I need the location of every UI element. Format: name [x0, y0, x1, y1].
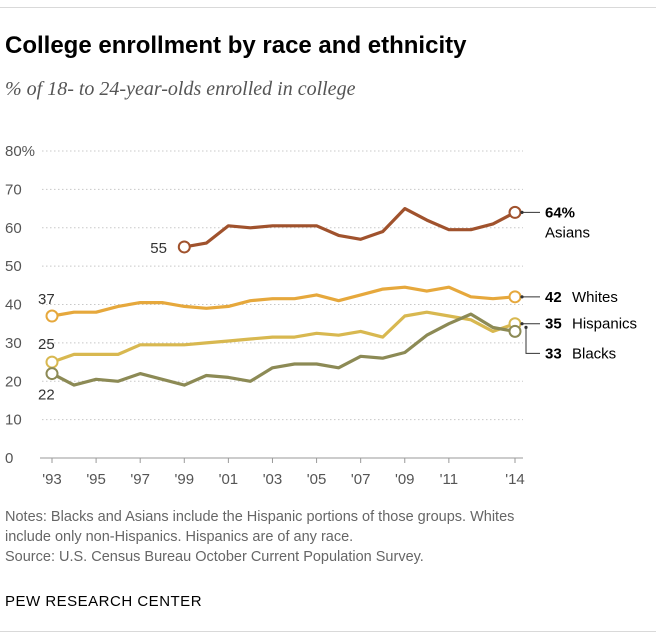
endpoint-marker [508, 324, 522, 338]
series-line-asians [182, 206, 517, 249]
leader-dot [520, 210, 524, 214]
series-start-label: 25 [38, 336, 55, 353]
x-tick-label: '05 [307, 471, 327, 488]
y-tick-label: 70 [5, 181, 22, 198]
notes-line: Notes: Blacks and Asians include the His… [5, 509, 515, 525]
x-tick-label: '99 [175, 471, 195, 488]
bottom-rule [0, 631, 656, 632]
endpoint-marker [177, 240, 191, 254]
series-end-value: 33 [545, 345, 562, 362]
x-tick-label: '95 [86, 471, 106, 488]
series-end-name: Blacks [572, 345, 616, 362]
leader-dot [524, 325, 528, 329]
x-tick-label: '97 [130, 471, 150, 488]
y-tick-label: 30 [5, 335, 22, 352]
y-tick-label: 10 [5, 412, 22, 429]
series-start-label: 55 [150, 240, 167, 257]
series-end-name: Hispanics [572, 316, 637, 333]
y-tick-label: 0 [5, 450, 13, 467]
y-tick-label: 80% [5, 143, 35, 160]
series-line-hispanics [50, 310, 517, 364]
endpoint-marker [508, 205, 522, 219]
series-line-whites [50, 285, 517, 318]
source-line: Source: U.S. Census Bureau October Curre… [5, 549, 424, 565]
y-tick-label: 60 [5, 220, 22, 237]
notes-line: include only non-Hispanics. Hispanics ar… [5, 529, 354, 545]
y-tick-label: 20 [5, 373, 22, 390]
series-end-name: Asians [545, 224, 590, 241]
endpoint-marker [45, 367, 59, 381]
endpoint-marker [45, 355, 59, 369]
chart-subtitle: % of 18- to 24-year-olds enrolled in col… [5, 78, 356, 100]
series-end-name: Whites [572, 289, 618, 306]
top-rule [0, 7, 656, 8]
series-end-value: 35 [545, 316, 562, 333]
y-tick-label: 40 [5, 297, 22, 314]
x-tick-label: '09 [395, 471, 415, 488]
series-start-label: 37 [38, 291, 55, 308]
leader-dot [520, 295, 524, 299]
x-tick-label: '93 [42, 471, 62, 488]
series-start-label: 22 [38, 387, 55, 404]
x-tick-label: '01 [219, 471, 239, 488]
chart-title: College enrollment by race and ethnicity [5, 32, 467, 59]
x-tick-label: '14 [505, 471, 525, 488]
line-chart: 0 10 20 30 40 50 60 70 80% '93 '95 '97 '99 '01 '03 '05 '… [5, 143, 637, 488]
y-tick-label: 50 [5, 258, 22, 275]
x-tick-label: '11 [440, 471, 458, 488]
series-end-value: 42 [545, 289, 562, 306]
series-end-value: 64% [545, 204, 575, 221]
endpoint-marker [508, 290, 522, 304]
x-tick-label: '07 [351, 471, 371, 488]
endpoint-marker [45, 309, 59, 323]
series-line-blacks [50, 312, 517, 387]
label-leader [525, 327, 540, 354]
pew-credit: PEW RESEARCH CENTER [5, 593, 203, 610]
x-tick-label: '03 [263, 471, 283, 488]
notes: Notes: Blacks and Asians include the His… [5, 507, 645, 567]
leader-dot [520, 322, 524, 326]
